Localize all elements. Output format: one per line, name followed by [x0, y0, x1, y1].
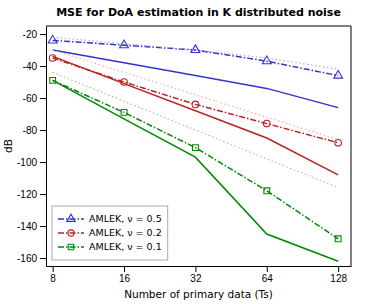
- tick: -60: [23, 93, 46, 104]
- tick-mark: [40, 258, 46, 259]
- marker: [48, 35, 57, 43]
- tick-label: 64: [262, 273, 274, 284]
- lines: [48, 35, 342, 261]
- x-axis: 8 16 32 64 128: [47, 266, 352, 284]
- tick: -80: [23, 125, 46, 136]
- tick-mark: [124, 266, 125, 272]
- tick: -160: [17, 253, 46, 264]
- tick-mark: [40, 226, 46, 227]
- marker: [262, 56, 271, 64]
- tick-mark: [267, 266, 268, 272]
- tick-label: 128: [330, 273, 347, 284]
- tick: 32: [190, 266, 202, 284]
- tick-mark: [40, 34, 46, 35]
- marker: [121, 109, 127, 115]
- tick: -140: [17, 221, 46, 232]
- marker: [335, 236, 341, 242]
- tick: 8: [50, 266, 56, 284]
- tick-label: 16: [119, 273, 131, 284]
- tick: -100: [17, 157, 46, 168]
- tick: 128: [330, 266, 347, 284]
- tick: -40: [23, 61, 46, 72]
- tick-mark: [53, 266, 54, 272]
- frame: [351, 26, 352, 266]
- series-line: [53, 50, 339, 140]
- tick-label: 32: [190, 273, 202, 284]
- series-line: [53, 80, 339, 261]
- tick-mark: [40, 98, 46, 99]
- series-line: [53, 72, 339, 187]
- tick-mark: [40, 130, 46, 131]
- series-line: [53, 37, 339, 69]
- x-axis-title: Number of primary data (Ts): [124, 288, 273, 300]
- chart: 8 16 32 64 128 -160 -140 -120 -100 -80 -60 -40 -20 AM…: [0, 0, 365, 304]
- y-axis: -160 -140 -120 -100 -80 -60 -40 -20: [17, 27, 47, 267]
- legend-swatch: [58, 246, 84, 248]
- axis-line: [47, 266, 352, 267]
- marker: [263, 120, 270, 127]
- legend-label: AMLEK, ν = 0.2: [89, 227, 162, 238]
- legend-marker: [68, 230, 74, 236]
- tick-label: -40: [23, 61, 38, 72]
- legend-swatch: [58, 232, 84, 234]
- legend: AMLEK, ν = 0.5 AMLEK, ν = 0.2 AMLEK, ν = 0…: [52, 206, 168, 260]
- frame: [46, 26, 351, 27]
- legend-swatch: [58, 218, 84, 220]
- tick-mark: [40, 194, 46, 195]
- tick-mark: [40, 162, 46, 163]
- title: MSE for DoA estimation in K distributed …: [56, 6, 341, 19]
- tick: -20: [23, 29, 46, 40]
- tick-label: -140: [17, 221, 37, 232]
- legend-marker: [67, 214, 75, 221]
- tick-label: -100: [17, 157, 37, 168]
- legend-label: AMLEK, ν = 0.5: [89, 213, 162, 224]
- marker: [264, 188, 270, 194]
- tick-label: -80: [23, 125, 38, 136]
- legend-box: [52, 206, 168, 260]
- tick: 16: [119, 266, 131, 284]
- tick-label: 8: [50, 273, 56, 284]
- tick-mark: [40, 66, 46, 67]
- tick-label: -60: [23, 93, 38, 104]
- legend-marker: [68, 244, 73, 249]
- tick: 64: [262, 266, 274, 284]
- marker: [334, 70, 343, 78]
- plot: 8 16 32 64 128 -160 -140 -120 -100 -80 -60 -40 -20 AM…: [17, 26, 352, 284]
- tick: -120: [17, 189, 46, 200]
- marker: [192, 145, 198, 151]
- tick-mark: [195, 266, 196, 272]
- marker: [335, 140, 342, 147]
- tick-label: -120: [17, 189, 37, 200]
- tick-mark: [338, 266, 339, 272]
- legend-label: AMLEK, ν = 0.1: [89, 241, 162, 252]
- tick-label: -160: [17, 253, 37, 264]
- marker: [191, 45, 200, 53]
- axis-line: [46, 27, 47, 267]
- marker: [192, 101, 199, 108]
- y-axis-title: dB: [2, 139, 14, 153]
- tick-label: -20: [23, 29, 38, 40]
